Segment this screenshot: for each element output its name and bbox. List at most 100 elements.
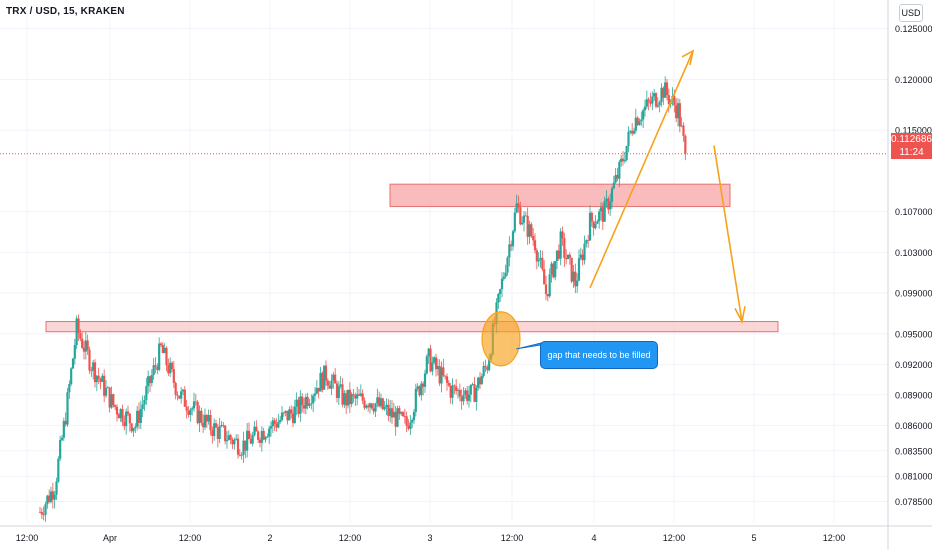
candle-body (183, 389, 186, 407)
candle-body (662, 87, 665, 98)
candle-body (554, 261, 557, 278)
candle-body (420, 383, 423, 396)
candle-body (473, 384, 476, 402)
symbol-title: TRX / USD, 15, KRAKEN (6, 6, 125, 17)
candle-body (449, 385, 452, 398)
candle-body (317, 387, 320, 392)
candle-body (583, 243, 586, 261)
candle-body (227, 435, 230, 441)
candle-body (515, 203, 518, 213)
candle-body (150, 375, 153, 384)
candle-body (552, 263, 555, 278)
candle-body (524, 215, 527, 217)
candle-body (139, 409, 142, 423)
candle-body (405, 416, 408, 426)
candle-body (176, 394, 179, 396)
candle-body (387, 404, 390, 416)
candle-body (477, 377, 480, 388)
candle-body (587, 240, 590, 241)
candle-body (51, 491, 54, 500)
candle-body (640, 119, 643, 122)
candle-body (62, 420, 65, 438)
candle-body (301, 396, 304, 406)
candle-body (363, 400, 366, 408)
candle-body (244, 440, 247, 451)
candle-body (601, 207, 604, 222)
candle-body (647, 99, 650, 102)
candle-body (634, 117, 637, 131)
candle-body (181, 389, 185, 392)
candle-body (147, 376, 150, 387)
candle-body (621, 158, 625, 162)
candle-body (141, 404, 144, 410)
down-arrow-head (734, 306, 746, 324)
candle-body (563, 238, 566, 258)
candle-body (167, 365, 170, 374)
candle-body (143, 399, 146, 405)
candle-body (614, 175, 617, 183)
candle-body (203, 415, 207, 428)
candle-body (222, 425, 225, 426)
candle-body (581, 254, 584, 261)
candle-body (471, 384, 474, 385)
currency-scale-button[interactable]: USD (899, 4, 923, 22)
candle-body (464, 390, 467, 395)
candle-body (321, 372, 324, 390)
candle-body (618, 161, 621, 179)
candle-body (123, 422, 126, 427)
candle-body (273, 420, 276, 424)
candle-body (561, 231, 564, 239)
candle-body (466, 390, 469, 401)
x-tick-label: 12:00 (823, 533, 846, 543)
x-tick-label: 12:00 (179, 533, 202, 543)
candle-body (99, 378, 102, 382)
candle-body (350, 394, 353, 405)
candle-body (555, 250, 559, 262)
candle-body (356, 394, 359, 399)
candle-body (543, 269, 546, 285)
candle-body (158, 343, 161, 370)
candle-body (511, 231, 515, 247)
gap-annotation-callout[interactable]: gap that needs to be filled (540, 341, 658, 369)
candle-body (682, 125, 685, 136)
candle-body (664, 82, 667, 98)
candle-body (451, 385, 454, 398)
candle-body (57, 458, 60, 482)
candle-body (286, 410, 289, 421)
candle-body (345, 393, 348, 406)
candle-body (438, 366, 441, 384)
candle-body (676, 103, 680, 119)
resistance-zone (389, 183, 731, 208)
candle-body (455, 386, 458, 391)
candle-body (383, 407, 386, 410)
time-axis: 12:00 Apr 12:00 2 12:00 3 12:00 4 12:00 5 12:00 (0, 525, 932, 543)
candle-body (517, 203, 520, 208)
candle-body (341, 384, 344, 405)
candle-body (607, 198, 610, 210)
candle-body (104, 387, 108, 396)
candle-body (271, 420, 274, 427)
candle-body (535, 250, 538, 262)
candle-body (156, 366, 159, 370)
candle-body (247, 430, 251, 440)
candle-body (266, 436, 269, 438)
candle-body (264, 437, 267, 440)
candle-body (532, 235, 535, 241)
candle-body (385, 404, 388, 408)
candle-body (389, 408, 392, 416)
candle-body (372, 408, 375, 412)
candle-body (409, 422, 412, 429)
candle-body (680, 125, 683, 127)
candle-body (275, 423, 278, 428)
gap-ellipse (481, 311, 521, 367)
candle-body (82, 347, 86, 352)
candle-body (429, 348, 432, 372)
candle-body (174, 382, 177, 395)
candle-body (134, 426, 137, 429)
candles (38, 76, 687, 523)
candle-body (238, 454, 241, 456)
trend-line-arrow (589, 50, 694, 289)
candle-body (112, 394, 115, 406)
candle-body (533, 240, 537, 251)
